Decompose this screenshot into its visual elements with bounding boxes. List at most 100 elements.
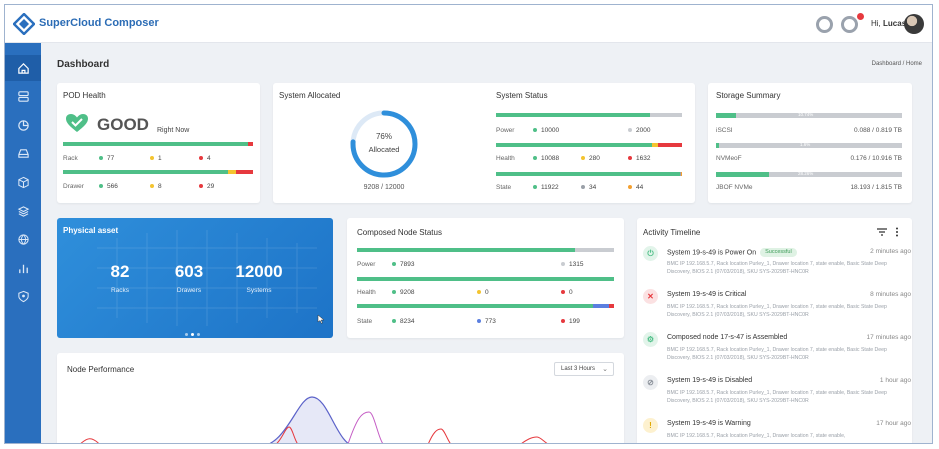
- sidebar: [5, 43, 41, 443]
- sidebar-item-reports[interactable]: [5, 255, 41, 281]
- racks-label: Racks: [110, 287, 130, 294]
- user-greeting[interactable]: Hi, Lucas: [871, 19, 906, 28]
- drawer-yellow-count: 8: [150, 183, 162, 190]
- power-label: Power: [496, 127, 515, 134]
- jbof-usage-bar: [716, 172, 902, 177]
- sidebar-item-nodes[interactable]: [5, 169, 41, 195]
- allocation-donut: [350, 110, 418, 178]
- filter-icon[interactable]: [877, 228, 887, 236]
- performance-chart: [80, 396, 548, 443]
- drawer-label: Drawer: [63, 183, 84, 190]
- rack-red-count: 4: [199, 155, 211, 162]
- sidebar-item-layers[interactable]: [5, 198, 41, 224]
- jbof-label: JBOF NVMe: [716, 184, 753, 191]
- pod-status-note: Right Now: [157, 127, 190, 134]
- activity-timeline-card: Activity Timeline ⏻ System 19-s-49 is Po…: [637, 218, 912, 443]
- health-bar-yellow: [652, 143, 658, 147]
- power-off-count: 2000: [628, 127, 650, 134]
- carousel-dots[interactable]: [185, 323, 203, 338]
- pod-health-card: POD Health GOOD Right Now Rack 77 1 4 Dr…: [57, 83, 260, 203]
- sidebar-item-network[interactable]: [5, 226, 41, 252]
- state-label: State: [496, 184, 512, 191]
- node-power-bar-green: [357, 248, 576, 252]
- systems-label: Systems: [246, 287, 272, 294]
- shield-icon: [17, 290, 29, 302]
- storage-summary-title: Storage Summary: [716, 91, 781, 100]
- app-title: SuperCloud Composer: [39, 17, 159, 29]
- timeline-item-detail: BMC IP 192.168.5.7, Rack location Purley…: [667, 433, 846, 439]
- pie-chart-icon: [17, 119, 29, 131]
- carousel-dot[interactable]: [191, 333, 194, 336]
- time-range-value: Last 3 Hours: [561, 366, 596, 372]
- supercloud-logo-icon[interactable]: [13, 13, 35, 35]
- sidebar-item-home[interactable]: [5, 55, 41, 81]
- timeline-item-time: 2 minutes ago: [870, 248, 911, 255]
- rack-bar-green: [63, 142, 249, 146]
- node-state-enabled-count: 8234: [392, 318, 414, 325]
- servers-icon: [17, 90, 29, 102]
- node-state-other-count: 199: [561, 318, 580, 325]
- nvmeof-usage-bar: [716, 143, 902, 148]
- timeline-item-title: System 19-s-49 is Critical: [667, 291, 747, 298]
- rack-bar-red: [248, 142, 253, 146]
- nvmeof-label: NVMeoF: [716, 155, 742, 162]
- iscsi-bar-fill: [716, 113, 736, 118]
- allocation-value: 9208 / 12000: [363, 184, 405, 191]
- iscsi-label: iSCSI: [716, 127, 733, 134]
- node-state-bar-blue: [593, 304, 609, 308]
- time-range-select[interactable]: Last 3 Hours ⌄: [554, 362, 614, 376]
- power-on-icon: ⏻: [643, 246, 658, 261]
- status-badge: Successful: [760, 248, 797, 257]
- drawers-count: 603: [174, 262, 204, 281]
- warning-icon: !: [643, 418, 658, 433]
- timeline-item-detail: BMC IP 192.168.5.7, Rack location Purley…: [667, 347, 887, 361]
- iscsi-usage-bar: [716, 113, 902, 118]
- physical-asset-title: Physical asset: [63, 226, 119, 235]
- rack-health-bar: [63, 142, 253, 146]
- top-bar: SuperCloud Composer Hi, Lucas: [5, 5, 932, 43]
- allocation-percent: 76%: [375, 132, 392, 141]
- node-state-bar: [357, 304, 614, 308]
- drawer-bar-green: [63, 170, 229, 174]
- node-state-disabled-count: 773: [477, 318, 496, 325]
- timeline-item-detail: BMC IP 192.168.5.7, Rack location Purley…: [667, 304, 887, 318]
- drawer-green-count: 566: [99, 183, 118, 190]
- help-icon[interactable]: [816, 16, 833, 33]
- drawer-health-bar: [63, 170, 253, 174]
- sidebar-item-analytics[interactable]: [5, 112, 41, 138]
- health-status-bar: [496, 143, 682, 147]
- avatar[interactable]: [904, 14, 924, 34]
- carousel-dot[interactable]: [197, 333, 200, 336]
- system-card: System Allocated 76% Allocated 9208 / 12…: [273, 83, 695, 203]
- timeline-item-time: 1 hour ago: [879, 377, 911, 384]
- system-status-title: System Status: [496, 91, 548, 100]
- physical-asset-card[interactable]: Physical asset 82 Racks 603 Drawers 1200…: [57, 218, 333, 338]
- power-status-bar: [496, 113, 682, 117]
- timeline-item-title: System 19-s-49 is Power On Successful: [667, 248, 797, 257]
- power-bar-gray: [650, 113, 682, 117]
- globe-icon: [17, 233, 29, 245]
- sidebar-item-servers[interactable]: [5, 83, 41, 109]
- state-bar-red: [681, 172, 682, 176]
- rack-green-count: 77: [99, 155, 114, 162]
- systems-count: 12000: [235, 262, 283, 281]
- notifications-icon[interactable]: [841, 16, 858, 33]
- main-content: Dashboard Dashboard / Home POD Health GO…: [41, 43, 932, 443]
- system-allocated-title: System Allocated: [279, 91, 341, 100]
- more-options-icon[interactable]: [895, 227, 899, 237]
- carousel-dot[interactable]: [185, 333, 188, 336]
- health-warning-count: 280: [581, 155, 600, 162]
- sidebar-item-security[interactable]: [5, 283, 41, 309]
- health-bar-green: [496, 143, 653, 147]
- jbof-value: 18.193 / 1.815 TB: [850, 184, 902, 191]
- sidebar-item-storage[interactable]: [5, 140, 41, 166]
- timeline-item-time: 17 hour ago: [876, 420, 911, 427]
- state-bar-yellow: [680, 172, 682, 176]
- iscsi-percent: 10.74%: [798, 112, 814, 117]
- layers-icon: [17, 205, 29, 217]
- nvmeof-value: 0.176 / 10.916 TB: [850, 155, 902, 162]
- node-power-off-count: 1315: [561, 261, 583, 268]
- node-health-critical-count: 0: [561, 289, 573, 296]
- drawer-bar-yellow: [228, 170, 236, 174]
- breadcrumb[interactable]: Dashboard / Home: [871, 61, 922, 67]
